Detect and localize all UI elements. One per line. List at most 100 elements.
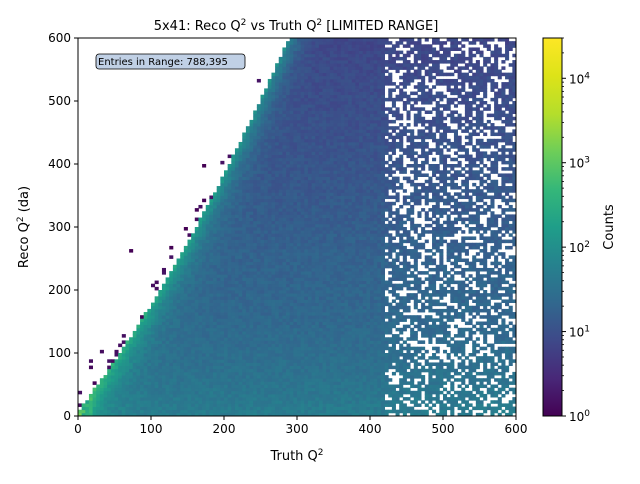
heatmap-cell (198, 245, 203, 250)
heatmap-cell (245, 337, 250, 341)
heatmap-cell (329, 378, 334, 382)
heatmap-cell (337, 129, 342, 133)
heatmap-cell (187, 290, 192, 294)
heatmap-cell (114, 390, 119, 395)
heatmap-cell (194, 233, 199, 237)
heatmap-cell (293, 204, 298, 209)
heatmap-cell (194, 353, 199, 357)
heatmap-cell (286, 195, 291, 200)
heatmap-cell (191, 409, 196, 414)
heatmap-cell (220, 296, 225, 300)
heatmap-cell (300, 204, 305, 209)
heatmap-cell (311, 66, 316, 70)
heatmap-cell (264, 315, 269, 319)
heatmap-cell (140, 409, 145, 414)
heatmap-cell (271, 271, 276, 275)
heatmap-cell (121, 340, 126, 344)
heatmap-cell (129, 349, 134, 354)
heatmap-cell (275, 267, 280, 272)
heatmap-cell (286, 330, 291, 335)
heatmap-cell (238, 220, 243, 225)
heatmap-cell (253, 198, 258, 203)
heatmap-cell (264, 245, 269, 250)
heatmap-cell (286, 264, 291, 269)
heatmap-cell (326, 195, 331, 200)
heatmap-cell (307, 274, 312, 278)
heatmap-cell (256, 375, 261, 379)
heatmap-cell (282, 412, 287, 416)
heatmap-cell (191, 245, 196, 250)
heatmap-cell (333, 252, 338, 256)
heatmap-cell (311, 179, 316, 184)
heatmap-cell (300, 230, 305, 234)
heatmap-cell (180, 315, 185, 319)
heatmap-cell (271, 249, 276, 253)
heatmap-cell (191, 233, 196, 237)
heatmap-cell (242, 138, 247, 143)
heatmap-cell (172, 290, 177, 294)
heatmap-cell (297, 258, 302, 263)
heatmap-cell (238, 375, 243, 379)
heatmap-cell (96, 403, 101, 407)
heatmap-cell (329, 261, 334, 266)
heatmap-cell (245, 403, 250, 407)
heatmap-cell (107, 365, 112, 370)
heatmap-cell (213, 390, 218, 395)
heatmap-cell (242, 390, 247, 395)
heatmap-cell (245, 151, 250, 155)
heatmap-cell (311, 69, 316, 74)
heatmap-cell (286, 412, 291, 416)
heatmap-cell (337, 186, 342, 190)
heatmap-cell (136, 387, 141, 392)
heatmap-cell (253, 340, 258, 344)
heatmap-cell (278, 371, 283, 376)
heatmap-cell (289, 204, 294, 209)
heatmap-cell (256, 381, 261, 385)
heatmap-cell (202, 198, 207, 203)
heatmap-cell (318, 409, 323, 414)
heatmap-cell (234, 362, 239, 366)
heatmap-cell (216, 277, 221, 281)
heatmap-cell (260, 315, 265, 319)
heatmap-cell (318, 113, 323, 118)
heatmap-cell (340, 274, 345, 278)
heatmap-cell (132, 387, 137, 392)
heatmap-cell (282, 141, 287, 146)
heatmap-cell (318, 85, 323, 89)
heatmap-cell (238, 249, 243, 253)
heatmap-cell (242, 412, 247, 416)
heatmap-cell (224, 239, 229, 244)
heatmap-cell (220, 176, 225, 181)
heatmap-cell (322, 148, 327, 152)
heatmap-cell (96, 400, 101, 404)
heatmap-cell (231, 286, 236, 291)
heatmap-cell (282, 223, 287, 228)
heatmap-cell (227, 176, 232, 181)
heatmap-cell (297, 349, 302, 354)
heatmap-cell (322, 223, 327, 228)
heatmap-cell (322, 41, 327, 45)
heatmap-cell (136, 353, 141, 357)
heatmap-cell (234, 346, 239, 351)
heatmap-cell (333, 318, 338, 322)
heatmap-cell (165, 277, 170, 281)
heatmap-cell (297, 267, 302, 272)
heatmap-cell (224, 179, 229, 184)
heatmap-cell (278, 157, 283, 162)
heatmap-cell (224, 349, 229, 354)
heatmap-cell (107, 412, 112, 416)
heatmap-cell (278, 214, 283, 218)
heatmap-cell (220, 201, 225, 206)
heatmap-cell (275, 217, 280, 222)
heatmap-cell (231, 211, 236, 215)
heatmap-cell (267, 239, 272, 244)
heatmap-cell (275, 195, 280, 200)
heatmap-cell (260, 189, 265, 193)
heatmap-cell (322, 145, 327, 149)
heatmap-cell (191, 390, 196, 395)
heatmap-cell (337, 119, 342, 124)
heatmap-cell (297, 233, 302, 237)
heatmap-cell (227, 387, 232, 392)
heatmap-cell (264, 381, 269, 385)
heatmap-cell (256, 324, 261, 329)
